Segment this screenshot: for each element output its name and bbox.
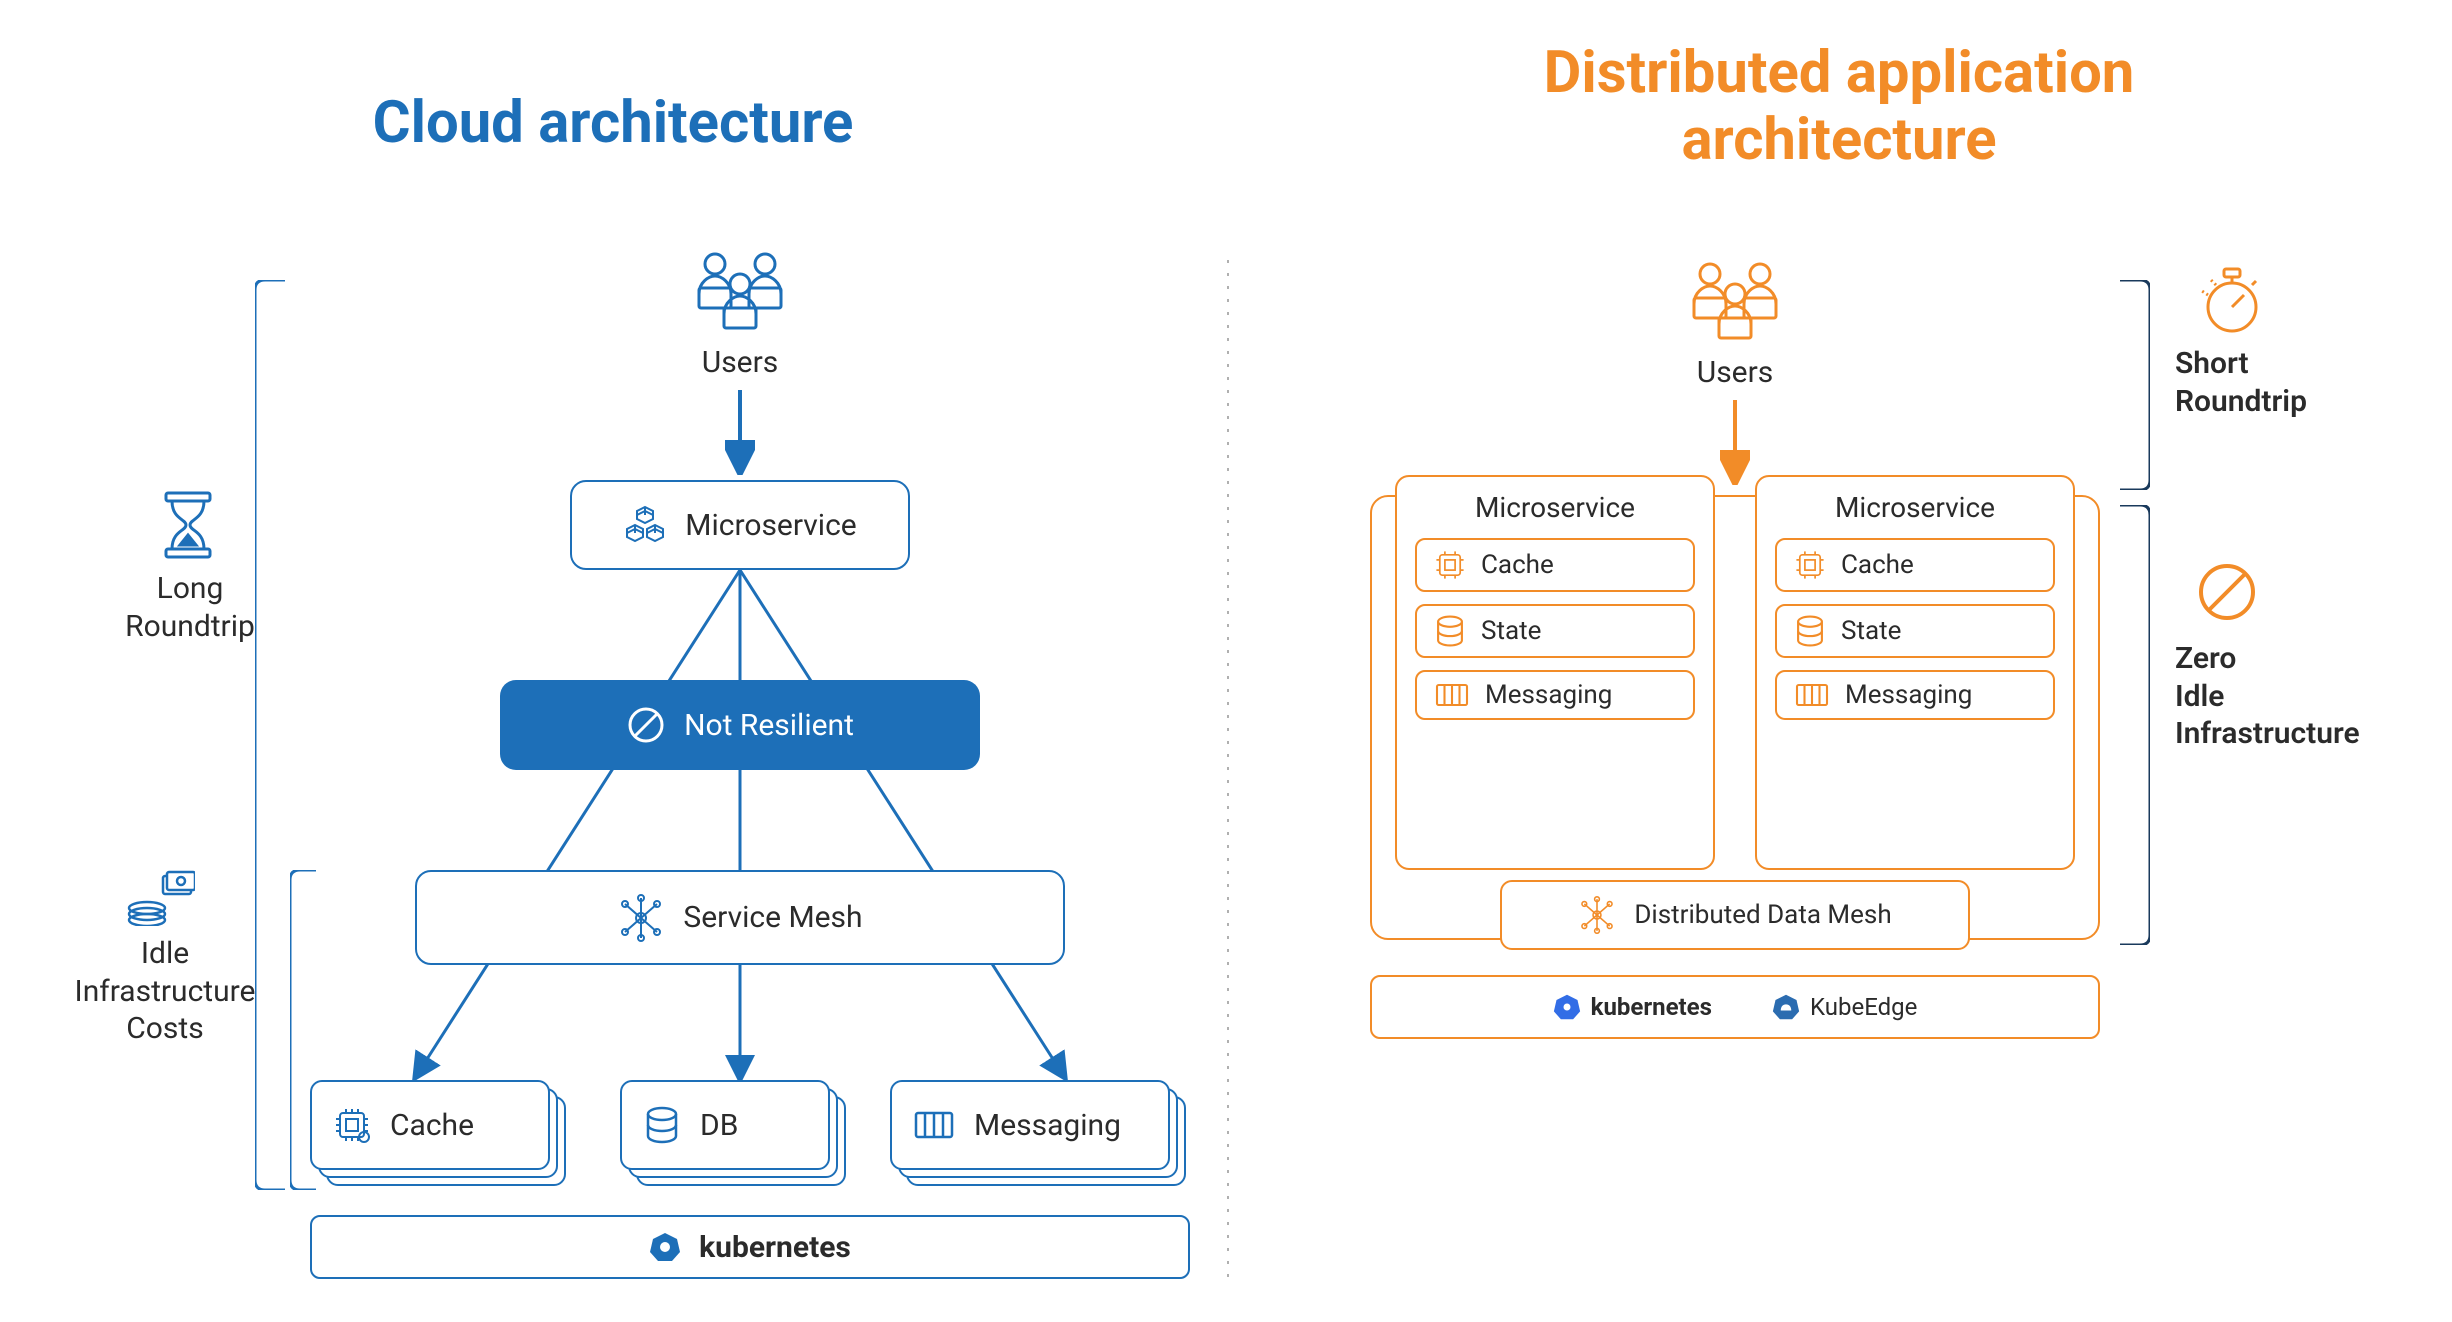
kubernetes-bar-left: kubernetes xyxy=(310,1215,1190,1279)
idle-costs-annotation: Idle Infrastructure Costs xyxy=(55,935,275,1048)
ms-b-state-label: State xyxy=(1841,616,1901,646)
prohibited-icon-right xyxy=(2195,560,2259,628)
microservice-a: Microservice Cache State Messaging xyxy=(1395,475,1715,870)
microservice-b: Microservice Cache State Messaging xyxy=(1755,475,2075,870)
bracket-long-roundtrip-outer xyxy=(255,280,285,1190)
arrow-users-microservice xyxy=(725,390,755,475)
kubernetes-label-right: kubernetes xyxy=(1591,993,1712,1021)
short-roundtrip-l2: Roundtrip xyxy=(2175,384,2307,419)
idle-costs-l2: Infrastructure xyxy=(75,974,256,1009)
long-roundtrip-annotation: Long Roundtrip xyxy=(95,570,285,645)
db-label-left: DB xyxy=(700,1108,738,1143)
left-title: Cloud architecture xyxy=(0,90,1226,157)
ms-a-cache-label: Cache xyxy=(1481,550,1554,580)
kubernetes-bar-right: kubernetes KubeEdge xyxy=(1370,975,2100,1039)
service-mesh-label: Service Mesh xyxy=(683,900,862,935)
mesh-icon xyxy=(1578,896,1616,934)
ms-b-messaging-label: Messaging xyxy=(1845,680,1972,710)
ms-a-messaging: Messaging xyxy=(1415,670,1695,720)
queue-icon xyxy=(1793,680,1831,710)
cpu-icon xyxy=(332,1105,372,1145)
kubeedge-icon xyxy=(1772,993,1800,1021)
ms-a-cache: Cache xyxy=(1415,538,1695,592)
users-label-left: Users xyxy=(660,345,820,380)
idle-costs-l1: Idle xyxy=(141,936,189,971)
ms-a-state: State xyxy=(1415,604,1695,658)
idle-costs-l3: Costs xyxy=(126,1011,203,1046)
queue-icon xyxy=(1433,680,1471,710)
zero-idle-l2: Idle xyxy=(2175,679,2224,714)
service-mesh-node: Service Mesh xyxy=(415,870,1065,965)
ms-a-messaging-label: Messaging xyxy=(1485,680,1612,710)
cache-node-left: Cache xyxy=(310,1080,550,1170)
ms-b-cache: Cache xyxy=(1775,538,2055,592)
bracket-idle-costs xyxy=(290,870,316,1190)
zero-idle-annotation: Zero Idle Infrastructure xyxy=(2175,640,2435,753)
right-title-l2: architecture xyxy=(1681,106,1996,174)
ms-b-state: State xyxy=(1775,604,2055,658)
queue-icon xyxy=(912,1107,956,1143)
long-roundtrip-l1: Long xyxy=(157,571,224,606)
database-icon xyxy=(1433,614,1467,648)
short-roundtrip-annotation: Short Roundtrip xyxy=(2175,345,2405,420)
messaging-label-left: Messaging xyxy=(974,1108,1121,1143)
mesh-icon xyxy=(617,894,665,942)
database-icon xyxy=(642,1105,682,1145)
users-icon xyxy=(685,250,795,335)
prohibited-icon xyxy=(626,705,666,745)
users-icon-right xyxy=(1680,260,1790,345)
data-mesh-label: Distributed Data Mesh xyxy=(1634,900,1891,930)
cubes-icon xyxy=(623,503,667,547)
microservice-node-left: Microservice xyxy=(570,480,910,570)
kubeedge-label: KubeEdge xyxy=(1810,993,1917,1021)
ms-b-cache-label: Cache xyxy=(1841,550,1914,580)
cpu-icon xyxy=(1793,548,1827,582)
hourglass-icon xyxy=(160,490,216,564)
database-icon xyxy=(1793,614,1827,648)
microservice-a-label: Microservice xyxy=(1415,491,1695,524)
kubernetes-label-left: kubernetes xyxy=(699,1230,851,1265)
zero-idle-l1: Zero xyxy=(2175,641,2236,676)
short-roundtrip-l1: Short xyxy=(2175,346,2249,381)
data-mesh-node: Distributed Data Mesh xyxy=(1500,880,1970,950)
cache-label-left: Cache xyxy=(390,1108,474,1143)
ms-b-messaging: Messaging xyxy=(1775,670,2055,720)
left-fanout-lines xyxy=(300,570,1180,1090)
not-resilient-label: Not Resilient xyxy=(684,708,854,743)
ms-a-state-label: State xyxy=(1481,616,1541,646)
kubernetes-icon xyxy=(1553,993,1581,1021)
long-roundtrip-l2: Roundtrip xyxy=(125,609,255,644)
microservice-b-label: Microservice xyxy=(1775,491,2055,524)
cpu-icon xyxy=(1433,548,1467,582)
microservice-label-left: Microservice xyxy=(685,508,856,543)
arrow-users-right xyxy=(1720,400,1750,485)
messaging-node-left: Messaging xyxy=(890,1080,1170,1170)
db-node-left: DB xyxy=(620,1080,830,1170)
zero-idle-l3: Infrastructure xyxy=(2175,716,2360,751)
bracket-short-roundtrip xyxy=(2120,280,2150,490)
bracket-zero-idle xyxy=(2120,505,2150,945)
center-divider xyxy=(1226,260,1230,1280)
right-title-l1: Distributed application xyxy=(1544,39,2135,107)
users-label-right: Users xyxy=(1655,355,1815,390)
right-title: Distributed application architecture xyxy=(1226,40,2452,173)
kubernetes-icon xyxy=(649,1231,681,1263)
coins-icon xyxy=(125,870,195,930)
stopwatch-icon xyxy=(2200,265,2264,339)
not-resilient-node: Not Resilient xyxy=(500,680,980,770)
